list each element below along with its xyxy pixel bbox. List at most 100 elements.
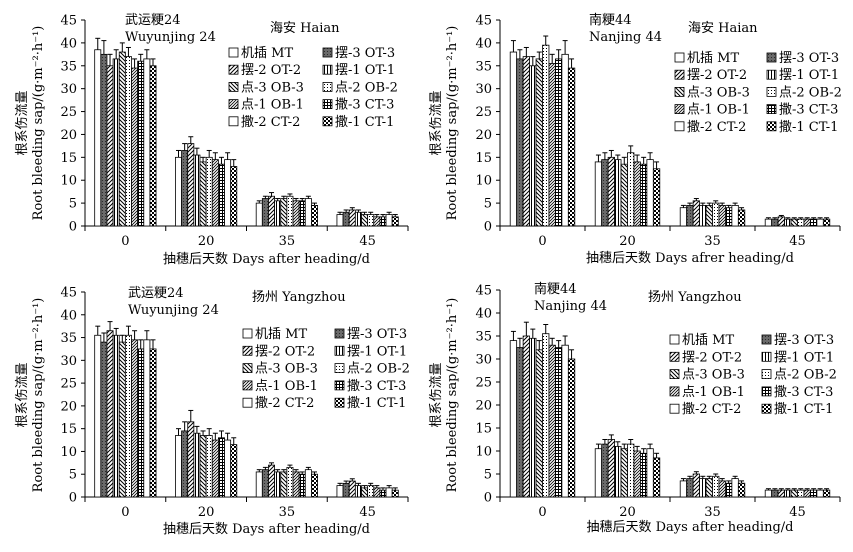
y-tick-label: 40 bbox=[60, 36, 77, 51]
bar bbox=[182, 431, 188, 497]
legend-swatch bbox=[675, 70, 684, 79]
bar bbox=[640, 164, 646, 226]
bar bbox=[725, 483, 731, 497]
bar bbox=[738, 483, 744, 497]
legend-swatch bbox=[335, 329, 344, 338]
x-tick-label: 45 bbox=[789, 505, 806, 520]
y-tick-label: 15 bbox=[475, 422, 492, 437]
bar bbox=[374, 217, 380, 226]
bar bbox=[543, 334, 549, 497]
bar bbox=[543, 45, 549, 226]
bar bbox=[262, 470, 268, 497]
legend-label: 摆-3 OT-3 bbox=[335, 46, 395, 61]
legend-swatch bbox=[670, 335, 679, 344]
legend-label: 撒-3 CT-3 bbox=[774, 384, 833, 400]
y-tick-label: 35 bbox=[475, 59, 492, 74]
bar bbox=[343, 483, 349, 497]
legend-swatch bbox=[323, 65, 332, 74]
bar bbox=[200, 162, 206, 226]
bar bbox=[602, 444, 608, 497]
bar bbox=[337, 215, 343, 226]
bar bbox=[732, 205, 738, 226]
legend-swatch bbox=[670, 370, 679, 379]
bar bbox=[281, 199, 287, 226]
bar bbox=[119, 52, 125, 226]
chart-title: 南粳44 bbox=[589, 12, 632, 28]
legend-label: 撒-2 CT-2 bbox=[255, 395, 314, 411]
figure-svg: 0510152025303540450 20 35 45武运粳24Wuyunjing … bbox=[0, 0, 853, 548]
bar bbox=[778, 490, 784, 497]
bar bbox=[693, 474, 699, 497]
x-axis-label: 抽穗后天数 Days after heading/d bbox=[163, 252, 370, 267]
y-axis-label-en: Root bleeding sap/(g·m⁻²·h⁻¹) bbox=[31, 298, 46, 493]
chart-panel-3: 0 5 10 15 20 25 30 35 40 45 0 20 35 45 武运粳24 Wuyunjing … bbox=[15, 286, 410, 538]
legend-label: 撒-2 CT-2 bbox=[682, 401, 741, 417]
y-axis-label-cn: 根系伤流量 bbox=[429, 362, 444, 427]
bar bbox=[101, 54, 107, 226]
bar bbox=[798, 219, 804, 226]
y-axis-label: 根系伤流量 Root bleeding sap/(g·m⁻²·h⁻¹) bbox=[15, 298, 46, 493]
bar bbox=[804, 490, 810, 497]
legend-swatch bbox=[229, 48, 238, 57]
bar bbox=[517, 59, 523, 226]
bar bbox=[355, 486, 361, 497]
chart-subtitle: Nanjing 44 bbox=[534, 299, 607, 314]
bar bbox=[218, 438, 224, 497]
x-tick-label: 35 bbox=[704, 505, 721, 520]
bar bbox=[621, 164, 627, 226]
legend-swatch bbox=[767, 105, 776, 114]
legend-swatch bbox=[767, 53, 776, 62]
bar bbox=[568, 359, 574, 497]
bar bbox=[653, 458, 659, 497]
legend-swatch bbox=[243, 364, 252, 373]
bar bbox=[150, 66, 156, 226]
x-tick-label: 45 bbox=[359, 234, 376, 249]
bar bbox=[125, 335, 131, 497]
bar bbox=[231, 166, 237, 226]
bar bbox=[817, 219, 823, 226]
location-label: 海安 Haian bbox=[688, 21, 758, 36]
location-label: 海安 Haian bbox=[270, 21, 340, 36]
bar bbox=[628, 153, 634, 226]
y-tick-label: 0 bbox=[484, 491, 492, 506]
bar bbox=[175, 157, 181, 226]
bar bbox=[374, 488, 380, 497]
bar bbox=[150, 349, 156, 497]
bar bbox=[368, 215, 374, 226]
legend-swatch bbox=[675, 53, 684, 62]
bar bbox=[182, 150, 188, 226]
bar bbox=[175, 436, 181, 498]
legend-label: 摆-2 OT-2 bbox=[255, 344, 315, 359]
legend-label: 摆-3 OT-3 bbox=[774, 333, 834, 348]
legend-label: 撒-3 CT-3 bbox=[347, 378, 406, 394]
bar bbox=[778, 217, 784, 226]
bar bbox=[523, 336, 529, 497]
legend-label: 点-3 OB-3 bbox=[255, 362, 318, 377]
y-tick-label: 40 bbox=[475, 307, 492, 322]
chart-subtitle: Wuyunjing 24 bbox=[125, 30, 216, 45]
legend-label: 点-1 OB-1 bbox=[255, 379, 318, 394]
bar bbox=[194, 433, 200, 497]
legend-label: 摆-2 OT-2 bbox=[241, 63, 301, 78]
bar bbox=[107, 66, 113, 226]
y-axis-label: 根系伤流量 Root bleeding sap/(g·m⁻²·h⁻¹) bbox=[15, 26, 46, 221]
legend-swatch bbox=[323, 100, 332, 109]
bar bbox=[791, 490, 797, 497]
chart-subtitle: Nanjing 44 bbox=[589, 30, 662, 45]
y-tick-label: 30 bbox=[60, 354, 77, 369]
bar bbox=[785, 219, 791, 226]
bar bbox=[281, 472, 287, 497]
legend-label: 机插 MT bbox=[255, 327, 307, 342]
bar bbox=[640, 453, 646, 497]
y-tick-label: 10 bbox=[475, 445, 492, 460]
bar bbox=[218, 164, 224, 226]
chart-title: 南粳44 bbox=[534, 281, 577, 297]
x-axis-label: 抽穗后天数 Days after heading/d bbox=[587, 520, 794, 535]
bar bbox=[700, 479, 706, 497]
legend-label: 撒-1 CT-1 bbox=[774, 401, 833, 417]
bar bbox=[810, 490, 816, 497]
legend-swatch bbox=[762, 404, 771, 413]
y-tick-label: 15 bbox=[60, 151, 77, 166]
legend-swatch bbox=[243, 346, 252, 355]
chart-title: 武运粳24 bbox=[125, 13, 181, 28]
